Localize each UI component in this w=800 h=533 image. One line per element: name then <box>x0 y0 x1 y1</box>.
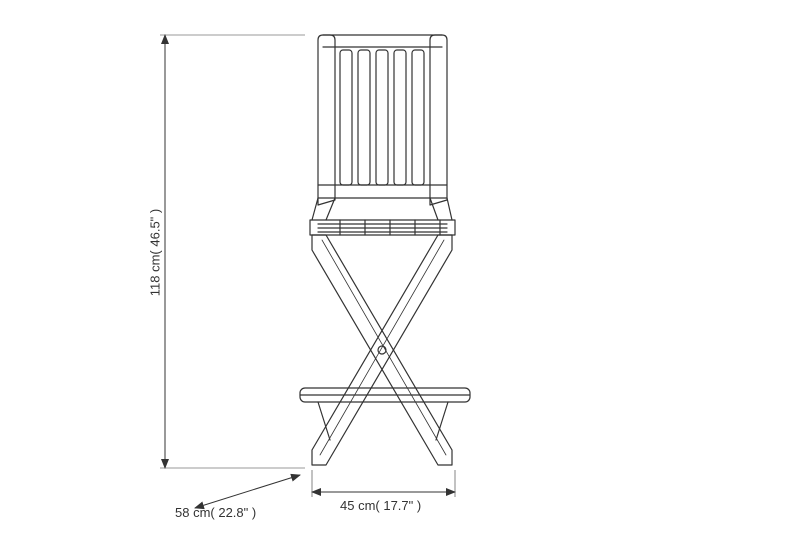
legs <box>312 235 452 465</box>
height-label: 118 cm( 46.5" ) <box>148 193 163 313</box>
dimension-lines <box>160 35 455 508</box>
depth-label: 58 cm( 22.8" ) <box>175 505 256 520</box>
diagram-canvas <box>0 0 800 533</box>
seat <box>310 220 455 235</box>
chair-drawing <box>300 35 470 465</box>
width-label: 45 cm( 17.7" ) <box>340 498 421 513</box>
backrest-slats <box>340 50 424 185</box>
footrest <box>300 388 470 440</box>
